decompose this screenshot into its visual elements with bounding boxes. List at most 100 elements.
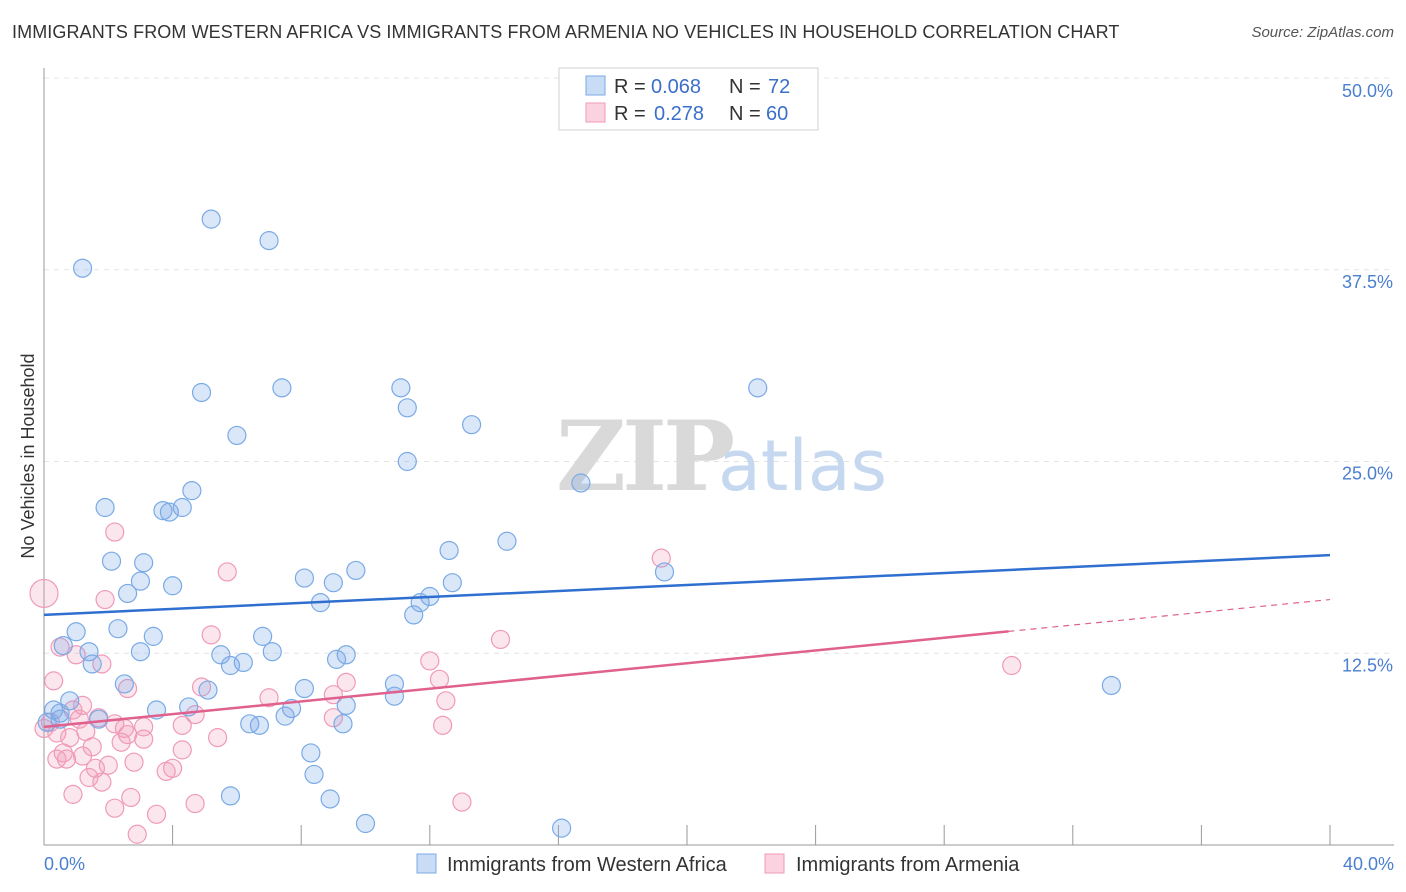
point-armenia-8 [92,654,112,674]
point-armenia-38 [208,728,228,748]
point-western-africa-65 [249,715,270,735]
point-armenia-1 [105,522,125,542]
point-western-africa-28 [117,583,138,604]
point-western-africa-64 [240,714,260,734]
point-western-africa-1 [259,231,279,251]
point-western-africa-11 [571,473,591,493]
point-western-africa-46 [326,649,347,669]
point-armenia-58 [79,767,99,788]
point-armenia-51 [146,804,167,824]
point-armenia-47 [63,784,83,804]
trend-line-armenia [43,630,1009,729]
legend-box-n-label-blue: N = [729,76,761,98]
point-armenia-12 [44,671,64,691]
point-western-africa-8 [227,425,247,446]
point-armenia-17 [336,672,356,692]
point-western-africa-38 [79,642,99,662]
point-armenia-10 [490,629,511,650]
legend-box-n-value-pink: 60 [766,103,788,125]
trend-line-armenia-extension [1008,598,1331,632]
point-western-africa-5 [391,378,411,398]
point-western-africa-48 [198,680,218,700]
point-armenia-56 [53,743,73,763]
point-armenia-55 [114,718,134,739]
legend-box-swatch-pink [585,102,606,123]
y-tick-label-0: 12.5% [1342,655,1393,675]
point-western-africa-18 [439,540,459,561]
point-western-africa-17 [497,531,517,551]
legend-box-r-label-blue: R = [614,76,646,98]
point-western-africa-10 [748,378,768,398]
point-western-africa-69 [220,786,241,806]
point-armenia-48 [121,787,141,808]
y-axis-title: No Vehicles in Household [18,353,38,558]
point-armenia-54 [69,709,89,729]
grid [44,77,1394,654]
legend-box-n-label-pink: N = [729,103,761,125]
point-armenia-37 [172,740,192,760]
y-tick-label-2: 37.5% [1342,272,1393,292]
bottom-legend-swatch-armenia [764,853,785,874]
point-western-africa-4 [272,378,292,398]
point-western-africa-49 [294,678,315,699]
point-western-africa-12 [95,497,115,518]
legend-box-r-value-pink: 0.278 [654,103,704,125]
point-western-africa-58 [275,706,295,726]
point-western-africa-36 [253,626,273,646]
x-tick-label-min: 0.0% [44,854,85,874]
point-western-africa-15 [182,481,202,501]
point-armenia-25 [172,715,192,735]
trend-line-western-africa [43,553,1331,617]
point-armenia-26 [185,705,205,725]
point-armenia-9 [201,625,221,645]
point-western-africa-40 [211,645,231,665]
point-western-africa-6 [397,398,417,418]
watermark-zip: ZIP [556,400,733,513]
point-armenia-0 [29,578,59,609]
legend-box-swatch-blue [585,75,606,96]
point-western-africa-68 [304,764,324,785]
point-armenia-18 [429,669,450,689]
legend-box: R = 0.068 N = 72 R = 0.278 N = 60 [558,67,819,131]
point-armenia-59 [105,798,125,818]
point-western-africa-20 [134,553,154,573]
point-western-africa-61 [89,709,109,729]
point-armenia-3 [95,589,115,610]
x-tick-label-max: 40.0% [1343,854,1394,874]
point-armenia-36 [134,729,154,749]
bottom-legend-swatch-western-africa [416,853,437,874]
point-western-africa-42 [336,645,356,665]
point-armenia-15 [259,688,279,708]
bottom-legend-label-armenia: Immigrants from Armenia [796,854,1020,876]
legend-box-n-value-blue: 72 [768,76,790,98]
x-ticks [43,825,1331,845]
point-armenia-43 [98,755,118,775]
point-armenia-28 [433,715,453,735]
point-western-africa-16 [159,502,179,522]
point-armenia-19 [436,691,456,711]
source-label: Source: ZipAtlas.com [1251,24,1394,41]
point-western-africa-47 [114,674,134,694]
point-western-africa-22 [294,568,315,588]
y-tick-label-1: 25.0% [1342,464,1393,484]
point-armenia-52 [127,824,147,844]
point-western-africa-3 [191,382,212,403]
point-western-africa-21 [654,562,675,582]
point-western-africa-14 [172,497,192,518]
point-armenia-41 [72,746,93,766]
point-armenia-49 [185,793,205,814]
point-western-africa-37 [53,635,73,656]
point-armenia-11 [420,651,440,671]
point-western-africa-35 [143,626,163,646]
data-points [29,209,1121,844]
watermark-atlas: atlas [718,425,887,507]
legend-box-r-value-blue: 0.068 [651,76,701,98]
point-western-africa-43 [82,654,102,674]
point-western-africa-24 [163,576,183,596]
trend-lines [43,553,1331,729]
point-armenia-50 [452,792,472,812]
point-western-africa-45 [233,652,253,673]
point-western-africa-41 [262,642,282,662]
point-western-africa-2 [72,258,93,278]
point-western-africa-53 [336,695,356,716]
